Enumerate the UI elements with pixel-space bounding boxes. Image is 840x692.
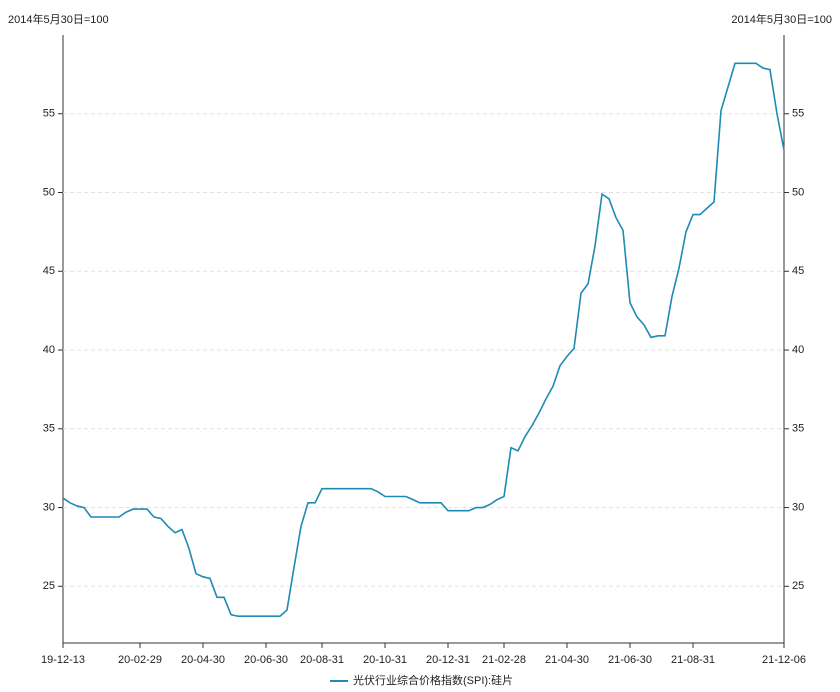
y-tick-label: 35: [43, 423, 55, 435]
x-tick-label: 21-02-28: [482, 654, 526, 666]
y-tick-label: 55: [43, 108, 55, 120]
y-tick-label: 30: [43, 501, 55, 513]
y2-tick-label: 55: [792, 108, 804, 120]
y-tick-label: 25: [43, 580, 55, 592]
x-tick-label: 21-08-31: [671, 654, 715, 666]
x-tick-label: 19-12-13: [41, 654, 85, 666]
x-tick-label: 21-06-30: [608, 654, 652, 666]
x-tick-label: 21-04-30: [545, 654, 589, 666]
y2-tick-label: 35: [792, 423, 804, 435]
x-tick-label: 21-12-06: [762, 654, 806, 666]
x-tick-label: 20-12-31: [426, 654, 470, 666]
y2-tick-label: 30: [792, 501, 804, 513]
legend-label: 光伏行业综合价格指数(SPI):硅片: [353, 673, 513, 687]
x-tick-label: 20-02-29: [118, 654, 162, 666]
y2-axis-title: 2014年5月30日=100: [731, 12, 832, 26]
y2-tick-label: 50: [792, 186, 804, 198]
y-tick-label: 40: [43, 344, 55, 356]
y2-tick-label: 40: [792, 344, 804, 356]
y2-tick-label: 45: [792, 265, 804, 277]
x-tick-label: 20-04-30: [181, 654, 225, 666]
x-tick-label: 20-10-31: [363, 654, 407, 666]
y-tick-label: 45: [43, 265, 55, 277]
x-tick-label: 20-08-31: [300, 654, 344, 666]
y2-tick-label: 25: [792, 580, 804, 592]
x-tick-label: 20-06-30: [244, 654, 288, 666]
y-axis-title: 2014年5月30日=100: [8, 12, 109, 26]
y-tick-label: 50: [43, 186, 55, 198]
series-line: [62, 62, 785, 618]
